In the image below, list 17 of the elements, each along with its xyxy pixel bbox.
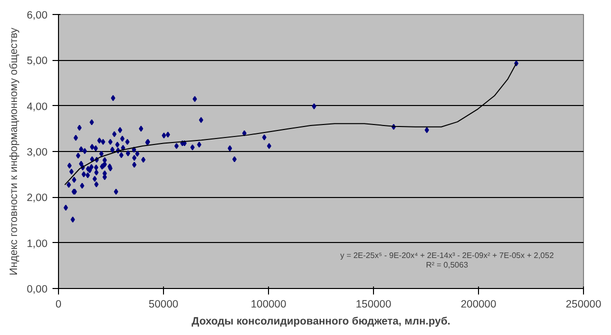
annotation: y = 2E-25x⁵ - 9E-20x⁴ + 2E-14x³ - 2E-09x² + 7E-05x + 2,052 [340,251,554,260]
y-axis-title: Индекс готовности к информационному обществу [8,26,20,276]
y-tick-label: 3,00 [26,146,48,158]
x-tick-label: 100000 [250,298,286,310]
x-axis-title: Доходы консолидированного бюджета, млн.руб. [192,316,450,328]
x-tick-label: 50000 [148,298,178,310]
y-tick-label: 2,00 [26,192,48,204]
annotation: R² = 0,5063 [426,260,469,270]
x-tick-label: 250000 [566,298,602,310]
x-tick-label: 0 [56,298,62,310]
x-tick-label: 150000 [356,298,392,310]
y-tick-label: 6,00 [26,10,48,22]
y-tick-label: 5,00 [26,55,48,68]
y-tick-label: 1,00 [26,238,48,250]
y-tick-label: 4,00 [26,100,48,113]
y-tick-label: 0,00 [26,284,48,296]
x-tick-label: 200000 [460,298,496,310]
